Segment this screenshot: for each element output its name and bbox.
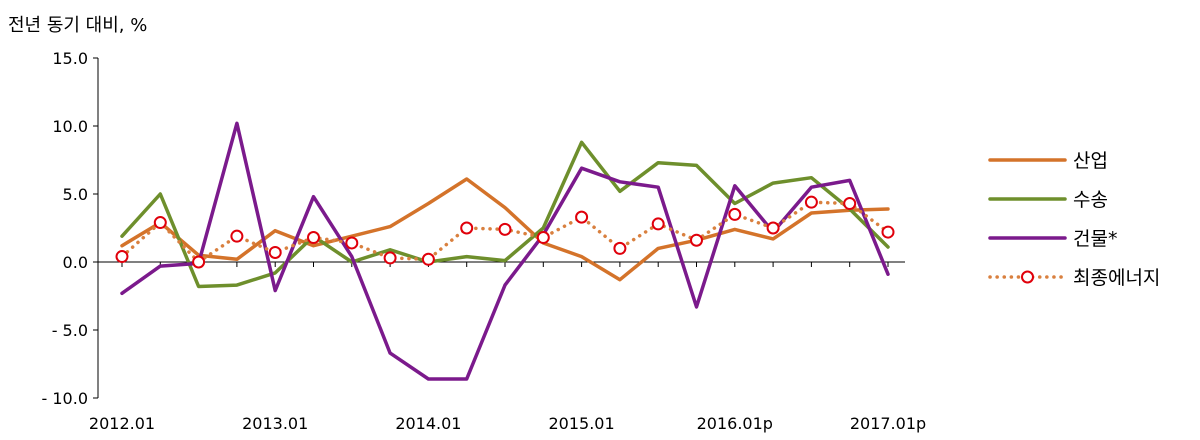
legend-item: 수송 (988, 189, 1108, 211)
data-point (230, 229, 244, 243)
data-point (613, 241, 627, 255)
series-layer (115, 121, 895, 381)
series-2 (120, 140, 890, 289)
x-tick-label: 2013.01 (242, 414, 308, 433)
x-tick-label: 2012.01 (89, 414, 155, 433)
data-point (766, 221, 780, 235)
data-point (383, 251, 397, 265)
y-tick-label: 10.0 (52, 117, 88, 136)
series-line (120, 140, 890, 289)
y-tick-label: 0.0 (63, 253, 88, 272)
series-line (120, 177, 890, 282)
x-tick-label: 2017.01p (850, 414, 926, 433)
series-1 (120, 177, 890, 282)
y-tick-label: 15.0 (52, 49, 88, 68)
legend-item: 건물* (988, 228, 1117, 250)
legend-label: 산업 (1073, 150, 1108, 172)
data-point (881, 225, 895, 239)
legend-label: 수송 (1073, 189, 1108, 211)
data-point (345, 236, 359, 250)
data-point (728, 207, 742, 221)
data-point (651, 217, 665, 231)
x-tick-label: 2015.01 (549, 414, 615, 433)
series-4 (115, 195, 895, 269)
data-point (192, 255, 206, 269)
x-tick-label: 2014.01 (395, 414, 461, 433)
data-point (498, 222, 512, 236)
data-point (536, 231, 550, 245)
x-tick-label: 2016.01p (697, 414, 773, 433)
legend-label: 건물* (1073, 228, 1117, 250)
series-3 (120, 121, 890, 381)
y-tick-label: 5.0 (63, 185, 88, 204)
legend-label: 최종에너지 (1073, 267, 1160, 289)
data-point (690, 233, 703, 247)
legend-item: 최종에너지 (988, 267, 1160, 289)
data-point (268, 245, 282, 259)
y-tick-label: - 10.0 (42, 389, 88, 408)
data-point (843, 197, 857, 211)
data-point (115, 250, 129, 264)
series-line (120, 121, 890, 381)
data-point (575, 210, 589, 224)
y-axis-title: 전년 동기 대비, % (8, 15, 147, 36)
y-tick-label: - 5.0 (52, 321, 88, 340)
data-point (153, 216, 167, 230)
data-point (804, 195, 818, 209)
legend-marker (1021, 270, 1034, 284)
data-point (460, 221, 474, 235)
data-point (307, 231, 320, 245)
legend-item: 산업 (988, 150, 1108, 172)
data-point (421, 252, 435, 266)
